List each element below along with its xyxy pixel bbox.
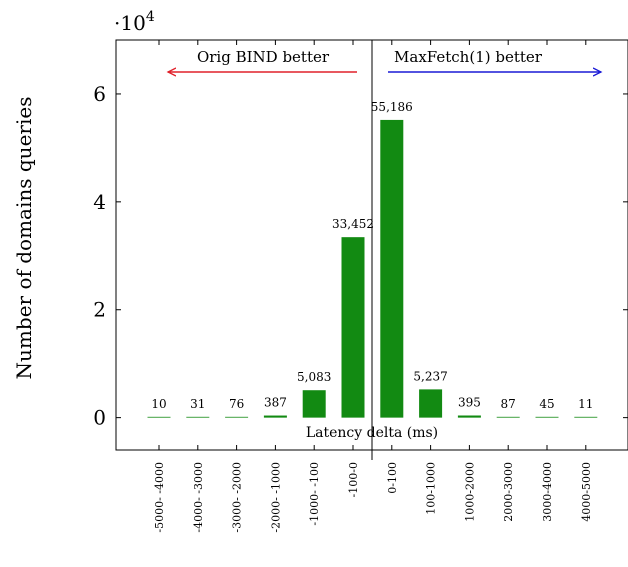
data-label: 55,186 bbox=[371, 100, 413, 114]
y-tick-label: 4 bbox=[93, 190, 106, 214]
x-tick-label: 3000-4000 bbox=[541, 462, 554, 522]
data-label: 31 bbox=[190, 397, 205, 411]
right-annotation-text: MaxFetch(1) better bbox=[394, 48, 543, 66]
x-tick-label: -1000- -100 bbox=[308, 462, 321, 526]
data-label: 76 bbox=[229, 397, 244, 411]
x-tick-label: -4000- -3000 bbox=[192, 462, 205, 533]
x-tick-label: -100-0 bbox=[347, 462, 360, 497]
bar bbox=[263, 415, 287, 418]
x-tick-label: 100-1000 bbox=[425, 462, 438, 515]
bar bbox=[380, 119, 404, 418]
bar bbox=[147, 416, 171, 418]
y-tick-label: 0 bbox=[93, 406, 106, 430]
x-tick-label: 0-100 bbox=[386, 462, 399, 494]
bar bbox=[186, 416, 210, 418]
y-scale-label: ·104 bbox=[114, 9, 155, 35]
x-tick-label: 4000-5000 bbox=[580, 462, 593, 522]
data-label: 5,083 bbox=[297, 370, 331, 384]
bar bbox=[302, 390, 326, 418]
bar bbox=[574, 416, 598, 418]
y-tick-label: 6 bbox=[93, 82, 106, 106]
x-tick-label: 2000-3000 bbox=[502, 462, 515, 522]
x-tick-label: -2000- -1000 bbox=[269, 462, 282, 533]
bar bbox=[419, 389, 443, 418]
left-annotation-text: Orig BIND better bbox=[197, 48, 330, 66]
bar bbox=[535, 416, 559, 418]
data-label: 387 bbox=[264, 396, 287, 410]
bar bbox=[225, 416, 249, 418]
data-label: 45 bbox=[539, 397, 554, 411]
data-label: 395 bbox=[458, 396, 481, 410]
data-label: 5,237 bbox=[413, 369, 447, 383]
data-label: 33,452 bbox=[332, 217, 374, 231]
bar bbox=[496, 416, 520, 418]
y-tick-label: 2 bbox=[93, 298, 106, 322]
bar bbox=[341, 237, 365, 418]
bar bbox=[457, 415, 481, 418]
axis-ticks: 0 2 4 6 -5000- -4000 -4000- -3000 -3000- -2000… bbox=[93, 40, 628, 533]
data-label: 87 bbox=[501, 397, 516, 411]
bars bbox=[147, 119, 598, 418]
y-axis-label: Number of domains queries bbox=[12, 97, 36, 380]
data-label: 10 bbox=[151, 397, 166, 411]
data-label: 11 bbox=[578, 397, 593, 411]
x-tick-label: -5000- -4000 bbox=[153, 462, 166, 533]
x-tick-label: 1000-2000 bbox=[463, 462, 476, 522]
data-labels: 10 31 76 387 5,083 33,452 55,186 5,237 395 87 45 11 bbox=[151, 100, 593, 411]
x-tick-label: -3000- -2000 bbox=[231, 462, 244, 533]
